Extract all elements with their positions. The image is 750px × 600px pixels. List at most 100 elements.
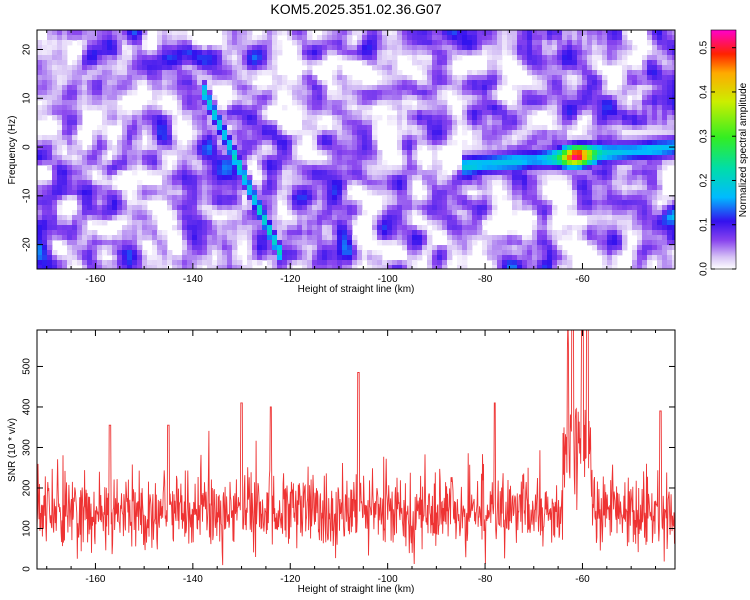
spectrogram-cell: [167, 170, 173, 176]
spectrogram-cell: [172, 205, 178, 211]
spectrogram-cell: [512, 170, 518, 176]
spectrogram-cell: [562, 160, 568, 166]
spectrogram-cell: [462, 205, 468, 211]
spectrogram-cell: [652, 140, 658, 146]
spectrogram-cell: [607, 120, 613, 126]
spectrogram-cell: [662, 80, 668, 86]
spectrogram-cell: [347, 205, 353, 211]
spectrogram-cell: [102, 90, 108, 96]
spectrogram-cell: [542, 135, 548, 141]
spectrogram-cell: [597, 100, 603, 106]
spectrogram-cell: [392, 85, 398, 91]
spectrogram-cell: [617, 140, 623, 146]
spectrogram-cell: [402, 120, 408, 126]
spectrogram-cell: [442, 110, 448, 116]
spectrogram-cell: [312, 170, 318, 176]
spectrogram-cell: [662, 210, 668, 216]
spectrogram-cell: [37, 215, 43, 221]
spectrogram-cell: [497, 70, 503, 76]
spectrogram-cell: [242, 195, 248, 201]
spectrogram-cell: [607, 205, 613, 211]
spectrogram-cell: [272, 30, 278, 36]
spectrogram-cell: [102, 170, 108, 176]
spectrogram-cell: [187, 100, 193, 106]
spectrogram-cell: [402, 85, 408, 91]
spectrogram-cell: [112, 60, 118, 66]
spectrogram-cell: [627, 210, 633, 216]
spectrogram-cell: [327, 140, 333, 146]
spectrogram-cell: [397, 135, 403, 141]
spectrogram-cell: [52, 250, 58, 256]
spectrogram-cell: [297, 255, 303, 261]
spectrogram-cell: [407, 35, 413, 41]
spectrogram-cell: [672, 140, 675, 146]
spectrogram-cell: [212, 225, 218, 231]
spectrogram-cell: [157, 80, 163, 86]
spectrogram-cell: [262, 85, 268, 91]
spectrogram-cell: [112, 245, 118, 251]
spectrogram-cell: [197, 155, 203, 161]
spectrogram-cell: [92, 235, 98, 241]
spectrogram-cell: [562, 130, 568, 136]
spectrogram-cell: [82, 210, 88, 216]
spectrogram-cell: [592, 230, 598, 236]
spectrogram-cell: [502, 45, 508, 51]
spectrogram-cell: [397, 225, 403, 231]
spectrogram-cell: [437, 80, 443, 86]
spectrogram-cell: [387, 45, 393, 51]
spectrogram-cell: [607, 235, 613, 241]
spectrogram-cell: [297, 165, 303, 171]
spectrogram-cell: [427, 55, 433, 61]
spectrogram-cell: [47, 85, 53, 91]
spectrogram-cell: [637, 255, 643, 261]
spectrogram-cell: [517, 125, 523, 131]
spectrogram-cell: [432, 125, 438, 131]
spectrogram-cell: [317, 215, 323, 221]
spectrogram-cell: [292, 155, 298, 161]
spectrogram-cell: [82, 200, 88, 206]
spectrogram-cell: [187, 170, 193, 176]
spectrogram-cell: [347, 55, 353, 61]
spectrogram-cell: [447, 75, 453, 81]
spectrogram-cell: [187, 200, 193, 206]
spectrogram-cell: [657, 215, 663, 221]
spectrogram-cell: [57, 70, 63, 76]
spectrogram-cell: [487, 250, 493, 256]
spectrogram-cell: [442, 255, 448, 261]
spectrogram-cell: [172, 185, 178, 191]
spectrogram-cell: [562, 90, 568, 96]
spectrogram-cell: [607, 190, 613, 196]
spectrogram-cell: [377, 80, 383, 86]
spectrogram-cell: [122, 230, 128, 236]
spectrogram-cell: [257, 55, 263, 61]
spectrogram-cell: [227, 55, 233, 61]
spectrogram-cell: [507, 160, 513, 166]
spectrogram-cell: [117, 170, 123, 176]
spectrogram-cell: [492, 135, 498, 141]
spectrogram-cell: [417, 95, 423, 101]
spectrogram-cell: [662, 35, 668, 41]
spectrogram-cell: [62, 180, 68, 186]
spectrogram-cell: [267, 250, 273, 256]
spectrogram-cell: [422, 85, 428, 91]
spectrogram-cell: [447, 55, 453, 61]
spectrogram-cell: [302, 95, 308, 101]
spectrogram-cell: [112, 80, 118, 86]
spectrogram-cell: [202, 240, 208, 246]
spectrogram-cell: [587, 80, 593, 86]
spectrogram-cell: [102, 155, 108, 161]
spectrogram-cell: [212, 65, 218, 71]
spectrogram-cell: [232, 200, 238, 206]
spectrogram-cell: [77, 110, 83, 116]
spectrogram-cell: [497, 30, 503, 36]
spectrogram-cell: [522, 150, 528, 156]
spectrogram-cell: [367, 105, 373, 111]
spectrogram-cell: [402, 50, 408, 56]
spectrogram-cell: [592, 195, 598, 201]
spectrogram-cell: [317, 35, 323, 41]
spectrogram-cell: [102, 245, 108, 251]
spectrogram-cell: [627, 165, 633, 171]
spectrogram-cell: [312, 90, 318, 96]
spectrogram-cell: [372, 185, 378, 191]
spectrogram-cell: [662, 100, 668, 106]
